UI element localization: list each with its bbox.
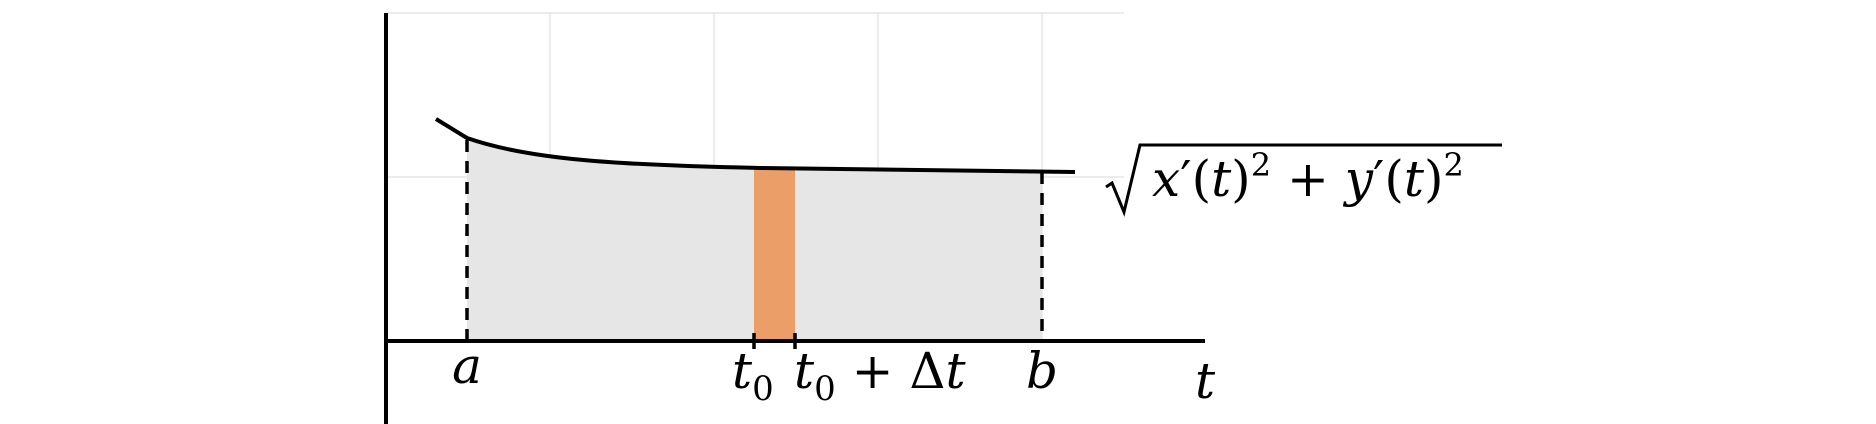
speed-curve <box>434 117 1076 174</box>
label-t0dt-var: t <box>794 342 815 400</box>
label-t0-var: t <box>732 342 753 400</box>
label-t0-plus-dt: t0 + Δt <box>794 342 967 409</box>
label-t0dt-plus: + <box>836 342 910 400</box>
label-a: a <box>452 337 482 395</box>
label-axis-t: t <box>1195 352 1216 410</box>
curve-label: x′(t)2 + y′(t)2 <box>1105 143 1502 217</box>
curve-label-expression: x′(t)2 + y′(t)2 <box>1152 146 1464 208</box>
label-t0: t0 <box>732 342 774 409</box>
sqrt-radical-icon <box>1105 143 1502 217</box>
label-t0dt-delta: Δ <box>909 342 945 400</box>
label-t0dt-sub: 0 <box>814 369 836 409</box>
delta-t-strip <box>754 168 795 341</box>
label-t0dt-t: t <box>946 342 967 400</box>
label-b: b <box>1026 342 1058 400</box>
label-t0-sub: 0 <box>752 369 774 409</box>
